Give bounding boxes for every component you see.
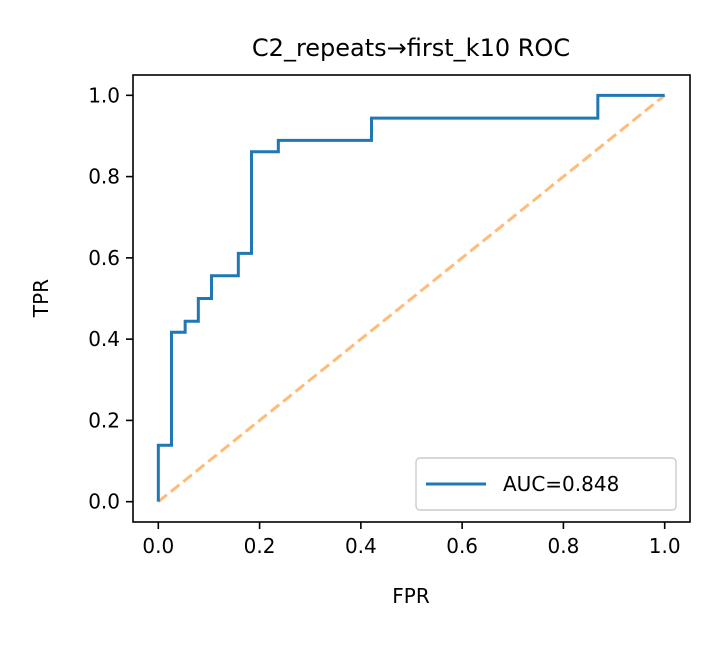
- ticks-layer: 0.0 0.2 0.4 0.6 0.8 1.0 0.0 0.2 0.4 0.6 0.8 1.0: [88, 83, 680, 558]
- chart-title: C2_repeats→first_k10 ROC: [252, 34, 570, 62]
- x-tick-label: 0.4: [345, 534, 377, 558]
- legend-box: [415, 457, 677, 511]
- y-tick-label: 1.0: [88, 83, 120, 107]
- y-axis-label: TPR: [29, 279, 53, 318]
- legend-label: AUC=0.848: [503, 472, 619, 496]
- y-tick-label: 0.4: [88, 327, 120, 351]
- x-tick-label: 0.6: [446, 534, 478, 558]
- y-tick-label: 0.8: [88, 165, 120, 189]
- x-axis-label: FPR: [392, 584, 430, 608]
- y-tick-label: 0.6: [88, 246, 120, 270]
- x-tick-label: 0.8: [548, 534, 580, 558]
- y-tick-label: 0.2: [88, 408, 120, 432]
- series-layer: [156, 93, 666, 503]
- legend: AUC=0.848: [415, 457, 677, 511]
- roc-curve-line: [156, 93, 665, 502]
- x-tick-label: 0.2: [244, 534, 276, 558]
- plot-area-frame: [132, 74, 691, 523]
- y-tick-label: 0.0: [88, 490, 120, 514]
- chance-diagonal-line: [157, 94, 666, 503]
- x-tick-label: 1.0: [649, 534, 681, 558]
- x-tick-label: 0.0: [142, 534, 174, 558]
